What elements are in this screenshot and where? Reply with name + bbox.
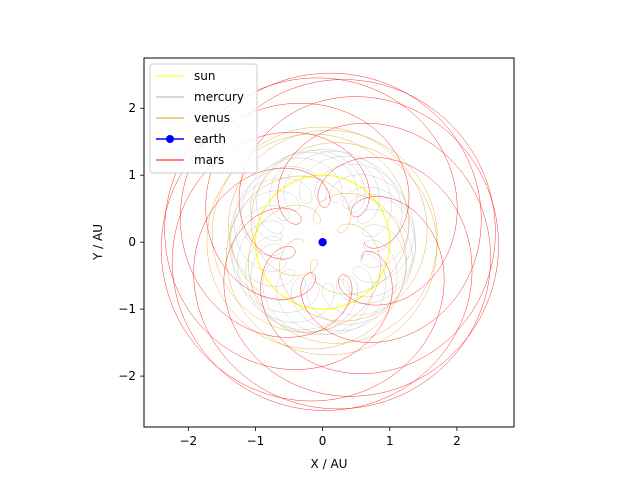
x-axis-label: X / AU [311, 457, 348, 471]
legend-label-sun: sun [194, 69, 215, 83]
legend-label-mars: mars [194, 153, 224, 167]
y-tick-label: −2 [118, 369, 136, 383]
x-tick-label: 2 [453, 434, 461, 448]
y-tick-label: 1 [128, 168, 136, 182]
legend-box [149, 63, 258, 174]
x-tick-label: 1 [386, 434, 394, 448]
legend-marker-earth [166, 135, 174, 143]
legend-label-earth: earth [194, 132, 226, 146]
y-tick-label: 2 [128, 101, 136, 115]
series-earth-point [318, 237, 327, 247]
series-mercury-line [229, 149, 416, 336]
legend-label-mercury: mercury [194, 90, 244, 104]
x-tick-label: −2 [179, 434, 197, 448]
y-tick-label: 0 [128, 235, 136, 249]
x-tick-label: −1 [247, 434, 265, 448]
series-venus-line [206, 126, 438, 356]
y-axis-label: Y / AU [91, 224, 105, 261]
legend: sun mercury venus earth mars [149, 63, 258, 174]
x-tick-label: 0 [319, 434, 327, 448]
ticks-layer: −2 −1 0 1 2 −2 −1 0 1 2 [118, 101, 460, 448]
legend-label-venus: venus [194, 111, 230, 125]
series-mars-line [161, 72, 499, 411]
series-layer [161, 72, 499, 411]
y-tick-label: −1 [118, 302, 136, 316]
